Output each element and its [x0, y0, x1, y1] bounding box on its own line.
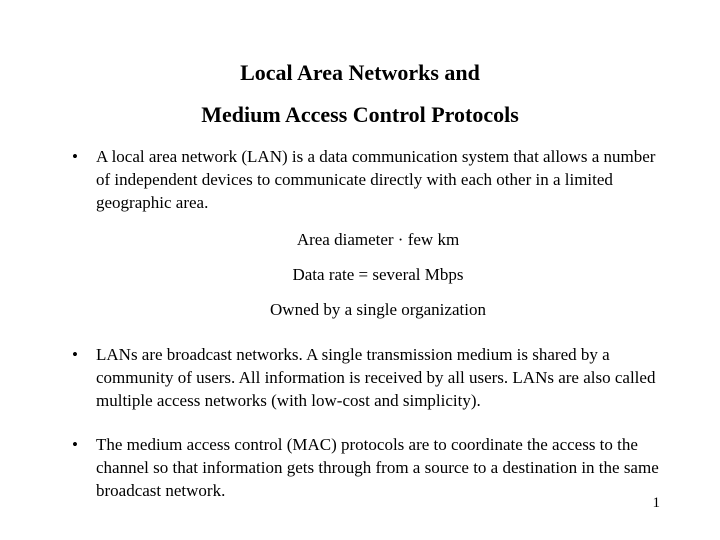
- bullet-text: The medium access control (MAC) protocol…: [96, 435, 659, 500]
- bullet-item: The medium access control (MAC) protocol…: [60, 434, 660, 503]
- centered-line: Owned by a single organization: [96, 299, 660, 322]
- page-number: 1: [653, 495, 661, 512]
- bullet-item: A local area network (LAN) is a data com…: [60, 146, 660, 322]
- bullet-text: A local area network (LAN) is a data com…: [96, 147, 655, 212]
- bullet-list: A local area network (LAN) is a data com…: [60, 146, 660, 503]
- bullet-item: LANs are broadcast networks. A single tr…: [60, 344, 660, 413]
- centered-group: Area diameter · few km Data rate = sever…: [96, 229, 660, 322]
- centered-line: Data rate = several Mbps: [96, 264, 660, 287]
- title-line-2: Medium Access Control Protocols: [60, 102, 660, 128]
- title-line-1: Local Area Networks and: [60, 60, 660, 86]
- centered-line: Area diameter · few km: [96, 229, 660, 252]
- bullet-text: LANs are broadcast networks. A single tr…: [96, 345, 655, 410]
